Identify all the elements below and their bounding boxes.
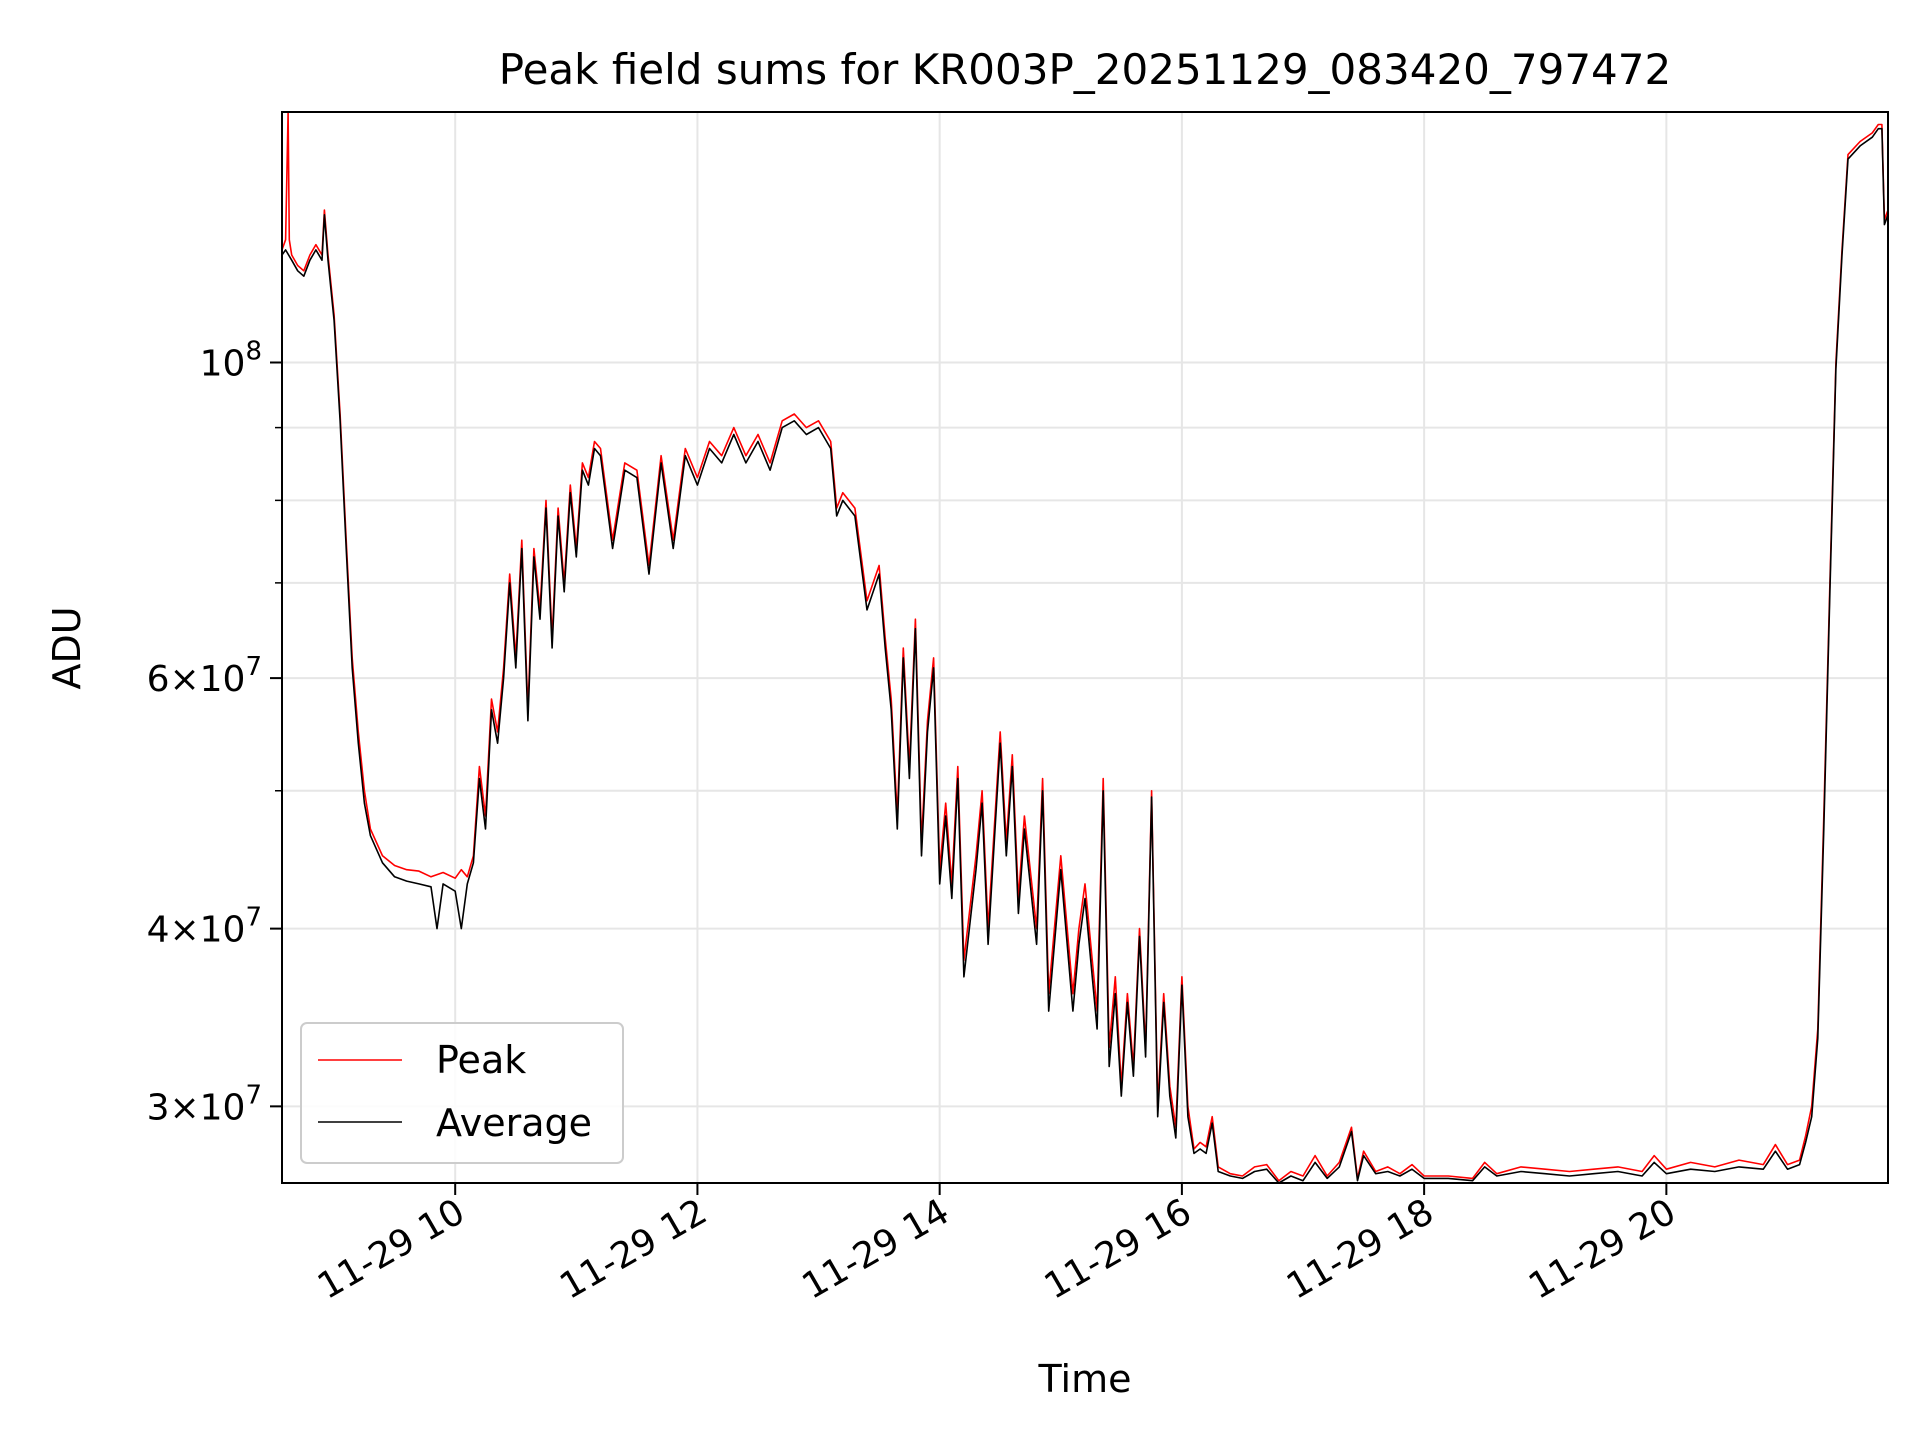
y-tick-label: 3×107 xyxy=(147,1080,262,1128)
y-tick-label: 6×107 xyxy=(147,652,262,700)
x-axis-label: Time xyxy=(1038,1357,1132,1401)
y-tick-exponent: 7 xyxy=(245,652,262,682)
legend-box xyxy=(300,1022,624,1164)
y-tick-times: ×10 xyxy=(169,1087,245,1128)
chart-title: Peak field sums for KR003P_20251129_0834… xyxy=(499,45,1671,94)
y-tick-base10: 10 xyxy=(200,344,246,385)
y-axis-label: ADU xyxy=(45,606,89,689)
y-tick-label: 4×107 xyxy=(147,903,262,951)
legend-average-label: Average xyxy=(436,1101,592,1145)
plot-area-frame xyxy=(281,111,1889,1184)
y-tick-exponent: 7 xyxy=(245,1080,262,1110)
grid xyxy=(282,112,1888,1183)
legend-peak-label: Peak xyxy=(436,1038,526,1082)
y-tick-exponent: 7 xyxy=(245,903,262,933)
y-tick-base: 6 xyxy=(147,659,170,700)
y-tick-times: ×10 xyxy=(169,659,245,700)
y-tick-times: ×10 xyxy=(169,910,245,951)
y-tick-label: 108 xyxy=(200,337,262,385)
series-layer xyxy=(281,111,1889,1184)
y-tick-exponent: 8 xyxy=(245,337,262,367)
y-tick-base: 3 xyxy=(147,1087,170,1128)
series-line-average xyxy=(281,127,1889,1184)
legend: Peak Average xyxy=(300,1022,624,1164)
y-tick-base: 4 xyxy=(147,910,170,951)
